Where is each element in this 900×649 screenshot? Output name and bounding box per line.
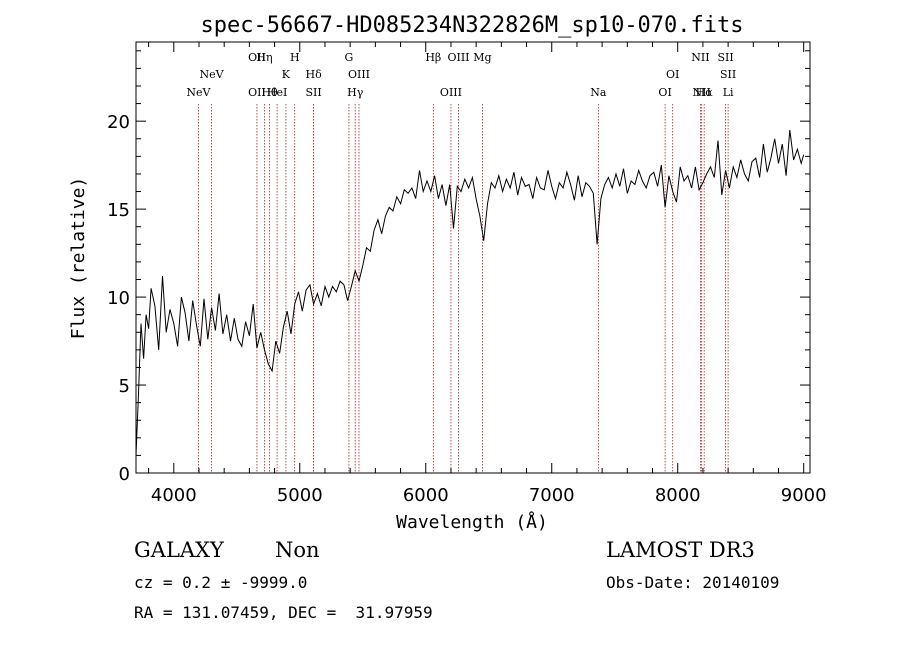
- redshift-text: cz = 0.2 ± -9999.0: [134, 573, 308, 592]
- line-label-top: SII: [717, 51, 733, 64]
- x-tick-label: 4000: [151, 485, 197, 506]
- survey-name: LAMOST DR3: [606, 538, 755, 562]
- x-axis: 4000 5000 6000 7000 8000 9000: [148, 42, 827, 506]
- chart-title: spec-56667-HD085234N322826M_sp10-070.fit…: [200, 13, 743, 38]
- line-label-top: Hη: [256, 51, 272, 64]
- x-tick-label: 7000: [529, 485, 575, 506]
- line-label-top: NII: [691, 51, 709, 64]
- plot-frame: [135, 41, 811, 474]
- line-label-top: Hβ: [425, 51, 441, 64]
- y-tick-label: 20: [107, 112, 130, 133]
- line-label-bottom: Hγ: [347, 86, 364, 99]
- line-label-top: OII: [248, 51, 266, 64]
- line-label-top: K: [282, 68, 291, 81]
- x-tick-label: 5000: [277, 485, 323, 506]
- line-label-bottom: HeI: [267, 86, 287, 99]
- line-label-bottom: Na: [590, 86, 607, 99]
- x-tick-label: 8000: [655, 485, 701, 506]
- line-label-top: OIII: [348, 68, 370, 81]
- x-axis-label: Wavelength (Å): [396, 511, 548, 533]
- line-label-top: OI: [666, 68, 679, 81]
- line-label-bottom: Li: [723, 86, 734, 99]
- line-label-top: Mg: [473, 51, 491, 64]
- line-label-top: G: [345, 51, 354, 64]
- x-tick-label: 9000: [781, 485, 827, 506]
- y-axis: 0 5 10 15 20: [107, 50, 810, 485]
- line-label-top: SII: [720, 68, 736, 81]
- line-label-top: Hδ: [306, 68, 323, 81]
- line-labels: NeVNeVOIIOIIHηHθHHeIKSIIHδGHγOIIIHβOIIIO…: [186, 51, 736, 99]
- line-label-bottom: OI: [658, 86, 671, 99]
- coordinates: RA = 131.07459, DEC = 31.97959: [134, 603, 433, 622]
- line-label-bottom: NII: [692, 86, 710, 99]
- y-tick-label: 0: [119, 464, 130, 485]
- line-label-bottom: OII: [248, 86, 266, 99]
- y-tick-label: 5: [119, 376, 130, 397]
- line-label-bottom: SII: [306, 86, 322, 99]
- object-subclass: Non: [275, 538, 320, 562]
- y-tick-label: 15: [107, 200, 130, 221]
- object-class: GALAXY: [134, 538, 224, 562]
- line-label-bottom: Hθ: [261, 86, 278, 99]
- y-axis-label: Flux (relative): [68, 177, 89, 340]
- line-label-top: OIII: [447, 51, 469, 64]
- obs-date: Obs-Date: 20140109: [606, 573, 780, 592]
- x-tick-label: 6000: [403, 485, 449, 506]
- spectrum-line: [135, 129, 805, 456]
- y-tick-label: 10: [107, 288, 130, 309]
- line-label-bottom: Hα: [696, 86, 714, 99]
- line-label-bottom: NeV: [186, 86, 211, 99]
- line-markers: [197, 104, 729, 473]
- line-label-top: NeV: [200, 68, 225, 81]
- line-label-bottom: OIII: [440, 86, 462, 99]
- line-label-top: H: [290, 51, 300, 64]
